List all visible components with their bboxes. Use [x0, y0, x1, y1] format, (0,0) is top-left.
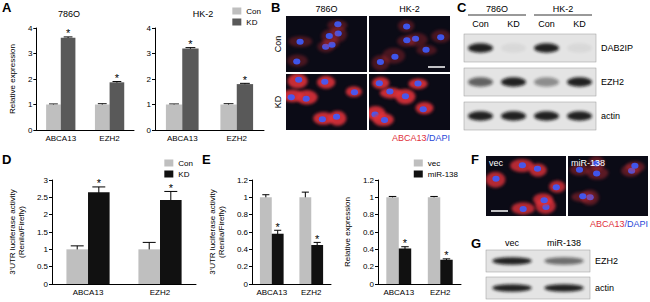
svg-text:ABCA13/DAPI: ABCA13/DAPI	[590, 219, 648, 229]
svg-text:*: *	[315, 233, 320, 245]
svg-text:0: 0	[370, 280, 375, 289]
svg-text:1: 1	[28, 100, 33, 109]
svg-text:EZH2: EZH2	[601, 77, 624, 87]
svg-text:2: 2	[28, 75, 33, 84]
svg-text:2.5: 2.5	[37, 193, 49, 202]
svg-text:HK-2: HK-2	[193, 9, 214, 19]
svg-text:0.2: 0.2	[237, 262, 249, 271]
svg-text:*: *	[276, 221, 281, 233]
svg-text:0: 0	[44, 280, 49, 289]
svg-text:EZH2: EZH2	[99, 134, 120, 143]
svg-text:KD: KD	[178, 170, 189, 179]
html-text:B: B	[271, 0, 281, 15]
svg-text:HK-2: HK-2	[399, 4, 420, 14]
svg-text:*: *	[115, 72, 120, 84]
svg-text:1: 1	[244, 193, 249, 202]
svg-text:2: 2	[147, 75, 152, 84]
svg-text:DAB2IP: DAB2IP	[601, 43, 633, 53]
svg-text:*: *	[444, 249, 449, 261]
svg-text:KD: KD	[273, 95, 283, 108]
svg-text:actin: actin	[601, 111, 620, 121]
svg-text:actin: actin	[595, 283, 614, 293]
svg-text:Con: Con	[273, 36, 283, 53]
svg-text:Relative expression: Relative expression	[8, 44, 17, 114]
svg-text:*: *	[403, 237, 408, 249]
svg-text:0.4: 0.4	[237, 245, 249, 254]
svg-text:1: 1	[370, 193, 375, 202]
svg-text:miR-138: miR-138	[547, 238, 581, 248]
svg-text:vec: vec	[428, 159, 440, 168]
svg-text:*: *	[97, 177, 102, 189]
svg-text:ABCA13: ABCA13	[256, 288, 287, 297]
svg-text:786O: 786O	[58, 9, 80, 19]
svg-text:3: 3	[147, 49, 152, 58]
svg-text:0.2: 0.2	[363, 262, 375, 271]
html-text:A: A	[2, 0, 12, 15]
svg-text:*: *	[66, 27, 71, 39]
svg-text:EZH2: EZH2	[430, 288, 451, 297]
svg-text:HK-2: HK-2	[553, 4, 574, 14]
svg-text:ABCA13: ABCA13	[73, 288, 104, 297]
svg-text:*: *	[243, 74, 248, 86]
svg-text:0.4: 0.4	[363, 245, 375, 254]
svg-text:ABCA13: ABCA13	[167, 134, 198, 143]
svg-text:Relative expression: Relative expression	[343, 197, 352, 267]
svg-text:0.5: 0.5	[37, 262, 49, 271]
svg-text:EZH2: EZH2	[595, 256, 618, 266]
svg-text:miR-138: miR-138	[428, 170, 459, 179]
svg-text:vec: vec	[505, 238, 520, 248]
svg-text:1.2: 1.2	[237, 176, 249, 185]
svg-text:3'UTR luciferase activity: 3'UTR luciferase activity	[8, 189, 17, 275]
svg-text:EZH2: EZH2	[150, 288, 171, 297]
svg-text:4: 4	[28, 24, 33, 33]
svg-text:0.8: 0.8	[363, 210, 375, 219]
svg-text:ABCA13/DAPI: ABCA13/DAPI	[392, 133, 450, 143]
svg-text:0: 0	[28, 126, 33, 135]
svg-text:1.2: 1.2	[363, 176, 375, 185]
svg-text:1.5: 1.5	[37, 228, 49, 237]
svg-text:Con: Con	[246, 7, 261, 16]
svg-text:0: 0	[244, 280, 249, 289]
svg-text:3: 3	[28, 49, 33, 58]
svg-text:786O: 786O	[315, 4, 337, 14]
svg-text:786O: 786O	[486, 4, 508, 14]
svg-text:1: 1	[44, 245, 49, 254]
svg-text:2: 2	[44, 210, 49, 219]
svg-text:EZH2: EZH2	[227, 134, 248, 143]
svg-text:vec: vec	[489, 158, 504, 168]
svg-text:*: *	[169, 182, 174, 194]
html-text:F: F	[471, 152, 479, 167]
svg-text:ABCA13: ABCA13	[45, 134, 76, 143]
svg-text:KD: KD	[246, 18, 257, 27]
svg-text:Con: Con	[178, 159, 193, 168]
svg-text:*: *	[188, 38, 193, 50]
svg-text:3'UTR luciferase activity: 3'UTR luciferase activity	[208, 189, 217, 275]
html-text:D: D	[2, 152, 12, 167]
svg-text:Con: Con	[472, 19, 489, 29]
svg-text:ABCA13: ABCA13	[383, 288, 414, 297]
svg-text:3: 3	[44, 176, 49, 185]
svg-text:EZH2: EZH2	[301, 288, 322, 297]
html-text:E: E	[202, 152, 211, 167]
svg-text:KD: KD	[573, 19, 586, 29]
html-text:G: G	[471, 236, 482, 251]
svg-text:0: 0	[147, 126, 152, 135]
svg-text:KD: KD	[507, 19, 520, 29]
svg-text:1: 1	[147, 100, 152, 109]
svg-text:miR-138: miR-138	[571, 158, 605, 168]
svg-text:0.6: 0.6	[237, 228, 249, 237]
svg-text:0.8: 0.8	[237, 210, 249, 219]
svg-text:(Renila/Firefly): (Renila/Firefly)	[17, 206, 26, 258]
svg-text:Con: Con	[538, 19, 555, 29]
svg-text:4: 4	[147, 24, 152, 33]
svg-text:(Renila/Firefly): (Renila/Firefly)	[217, 206, 226, 258]
html-text:C: C	[457, 0, 467, 15]
svg-text:0.6: 0.6	[363, 228, 375, 237]
